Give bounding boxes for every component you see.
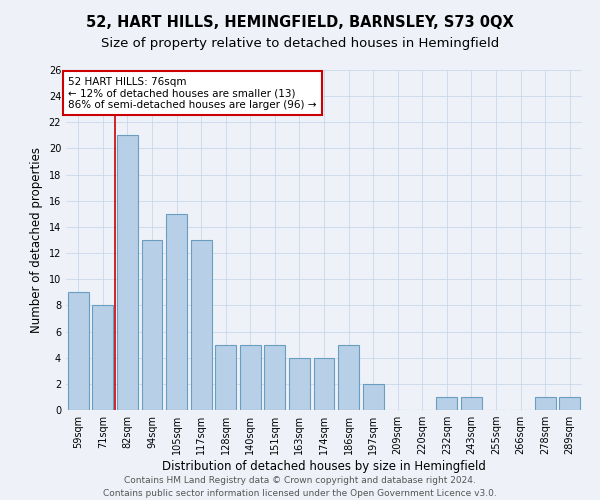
Bar <box>436 397 457 410</box>
Bar <box>240 344 261 410</box>
Bar <box>265 344 286 410</box>
Bar <box>117 136 138 410</box>
Bar <box>92 306 113 410</box>
Text: Size of property relative to detached houses in Hemingfield: Size of property relative to detached ho… <box>101 38 499 51</box>
Bar <box>362 384 383 410</box>
Bar <box>142 240 163 410</box>
Text: Contains HM Land Registry data © Crown copyright and database right 2024.
Contai: Contains HM Land Registry data © Crown c… <box>103 476 497 498</box>
Bar <box>215 344 236 410</box>
Bar <box>461 397 482 410</box>
Bar <box>289 358 310 410</box>
Text: 52 HART HILLS: 76sqm
← 12% of detached houses are smaller (13)
86% of semi-detac: 52 HART HILLS: 76sqm ← 12% of detached h… <box>68 76 317 110</box>
Bar <box>559 397 580 410</box>
Y-axis label: Number of detached properties: Number of detached properties <box>30 147 43 333</box>
Bar <box>191 240 212 410</box>
Bar <box>535 397 556 410</box>
Bar <box>314 358 334 410</box>
Bar <box>166 214 187 410</box>
Text: 52, HART HILLS, HEMINGFIELD, BARNSLEY, S73 0QX: 52, HART HILLS, HEMINGFIELD, BARNSLEY, S… <box>86 15 514 30</box>
X-axis label: Distribution of detached houses by size in Hemingfield: Distribution of detached houses by size … <box>162 460 486 473</box>
Bar <box>68 292 89 410</box>
Bar <box>338 344 359 410</box>
